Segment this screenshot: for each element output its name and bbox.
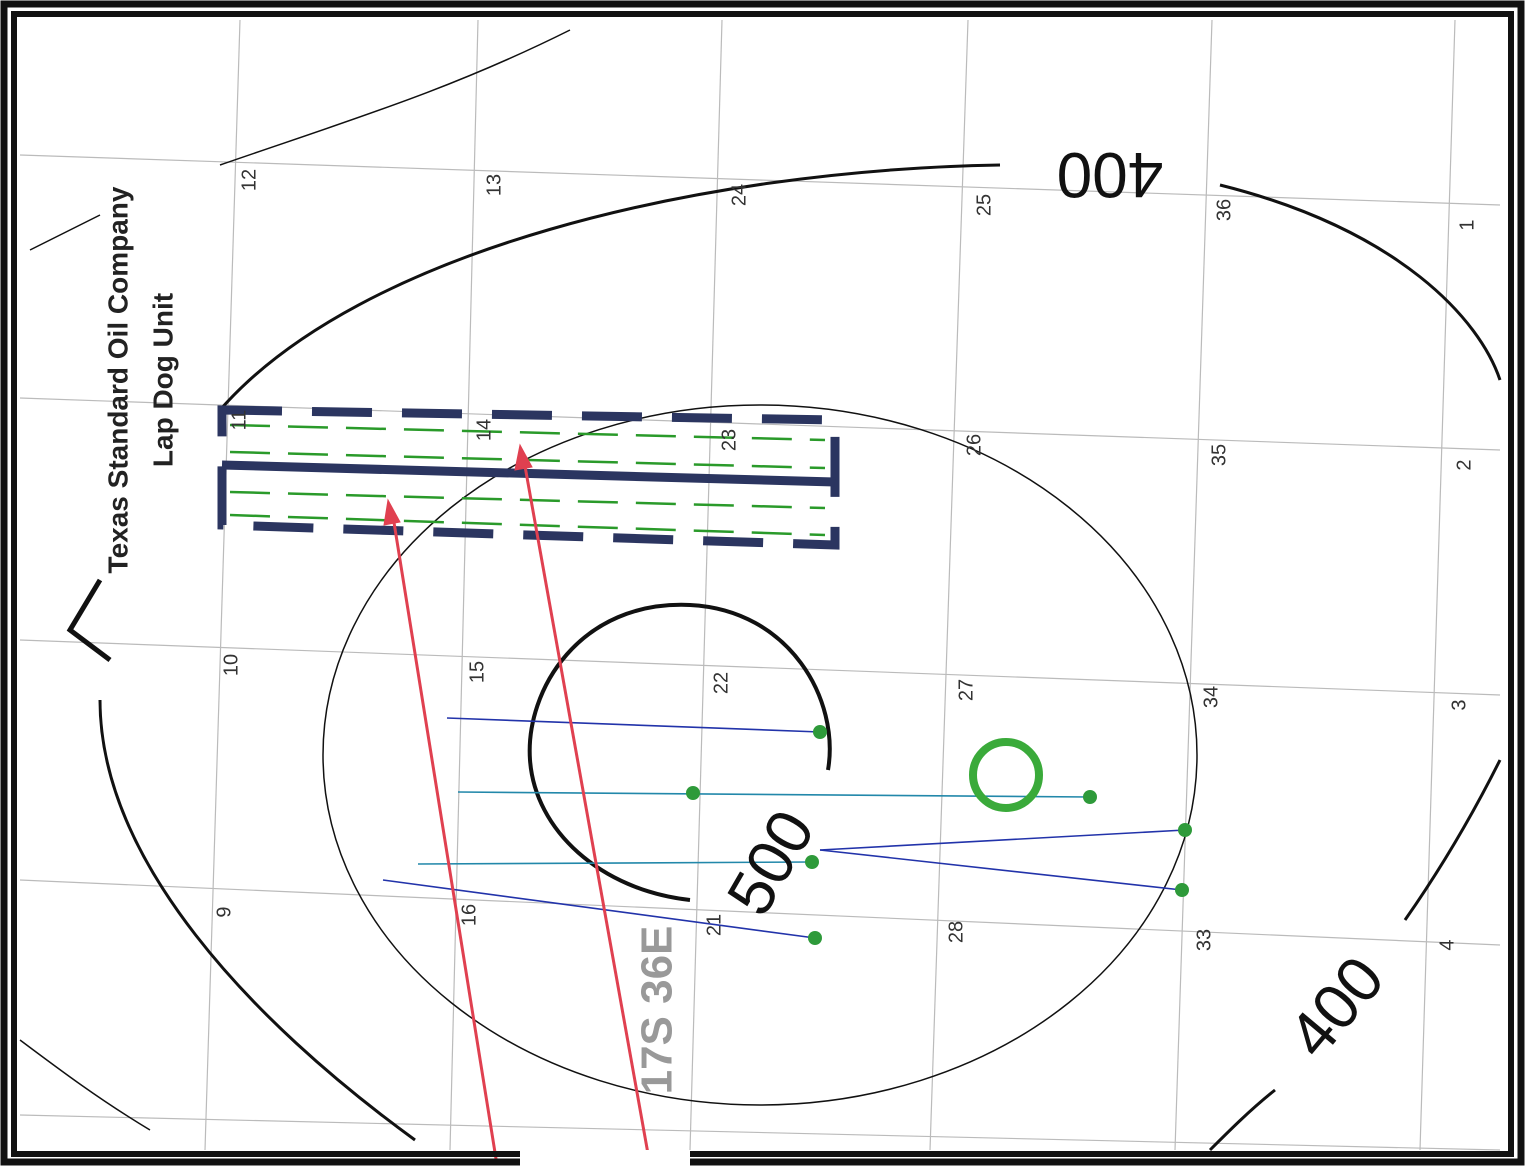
- section-number: 1: [1456, 219, 1478, 230]
- section-number: 22: [710, 672, 732, 694]
- section-number: 36: [1213, 199, 1235, 221]
- section-number: 34: [1200, 686, 1222, 708]
- section-number: 10: [220, 654, 242, 676]
- north-arrow: [66, 578, 112, 662]
- section-number: 26: [963, 434, 985, 456]
- title-company: Texas Standard Oil Company: [102, 186, 133, 573]
- section-number: 13: [483, 174, 505, 196]
- section-number: 23: [718, 429, 740, 451]
- section-number: 25: [973, 194, 995, 216]
- section-number: 9: [213, 906, 235, 917]
- section-number: 35: [1208, 444, 1230, 466]
- frame-gap: [520, 1150, 690, 1168]
- section-number: 33: [1193, 929, 1215, 951]
- section-number: 16: [458, 904, 480, 926]
- section-number: 11: [228, 410, 250, 431]
- section-number: 2: [1453, 459, 1475, 470]
- contour-label: 400: [1057, 139, 1164, 211]
- township-label: 17S 36E: [633, 926, 682, 1095]
- section-number: 28: [945, 921, 967, 943]
- section-number: 12: [238, 169, 260, 191]
- section-number: 14: [473, 419, 495, 441]
- frame: [11, 11, 1514, 1157]
- arrows: [383, 443, 652, 1166]
- section-number: 24: [728, 184, 750, 206]
- section-number: 21: [703, 914, 725, 936]
- section-number: 4: [1436, 939, 1458, 950]
- section-number: 3: [1448, 699, 1470, 710]
- section-number: 15: [466, 661, 488, 683]
- wells: [382, 717, 1192, 945]
- title-unit: Lap Dog Unit: [147, 293, 178, 467]
- contours: [19, 29, 1502, 1152]
- section-number: 27: [955, 679, 977, 701]
